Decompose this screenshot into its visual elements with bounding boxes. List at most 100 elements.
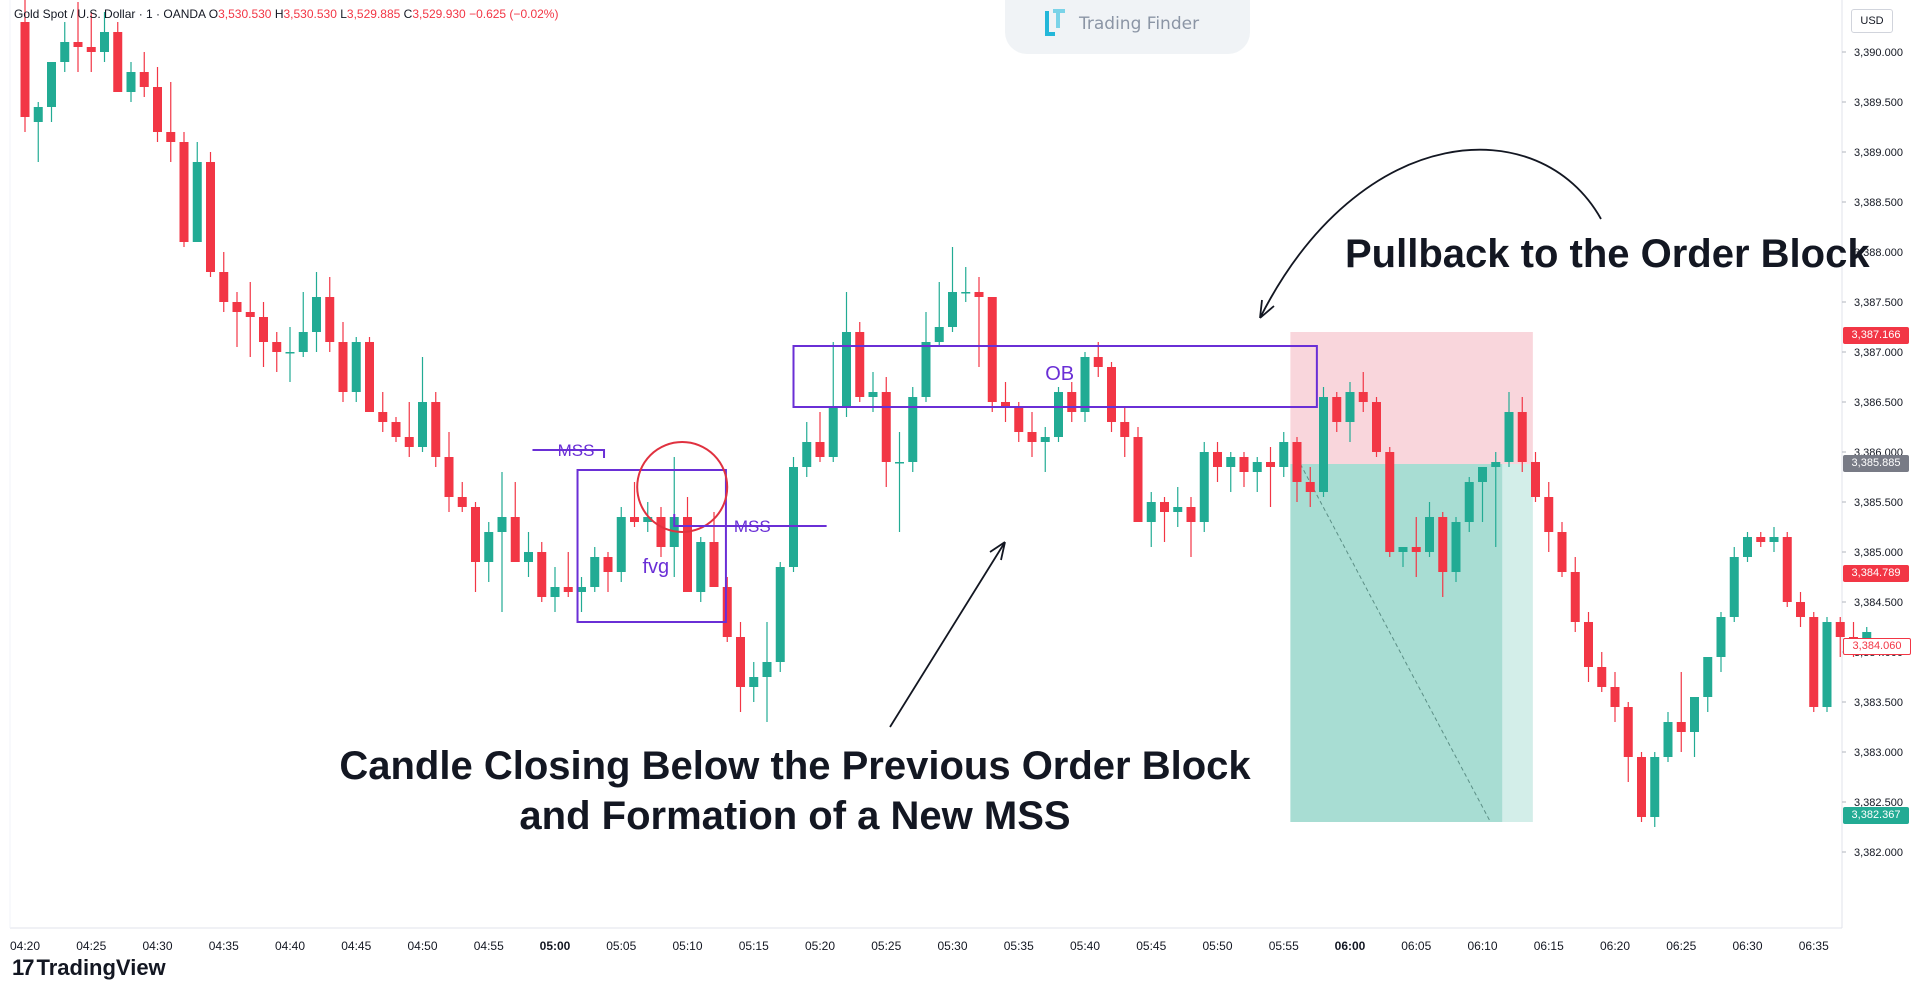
candle (881, 377, 891, 487)
candle (1729, 547, 1739, 622)
candle-body (1186, 507, 1196, 522)
price-tick-label: 3,382.500 (1854, 797, 1903, 809)
candle (762, 622, 772, 722)
price-tick-label: 3,385.000 (1854, 547, 1903, 559)
candle-body (1769, 537, 1779, 542)
candle (948, 247, 957, 332)
candle (1504, 392, 1514, 467)
fvg-box[interactable] (576, 469, 727, 623)
candle (47, 62, 56, 122)
candle (272, 332, 282, 372)
candle (1769, 527, 1779, 552)
candle (1239, 452, 1249, 487)
candle (153, 67, 162, 142)
candle (1690, 697, 1699, 757)
mss-circle (636, 441, 729, 533)
high-value: 3,530.530 (283, 7, 337, 21)
candle-body (842, 332, 851, 407)
candle (1173, 487, 1183, 527)
candle-body (139, 72, 149, 87)
candle (961, 267, 971, 302)
candle-body (895, 462, 904, 464)
candle (1305, 467, 1315, 507)
candle (1637, 752, 1646, 822)
candle (1650, 752, 1660, 827)
candle-body (126, 72, 136, 92)
candle-body (100, 32, 109, 52)
candle-body (1531, 462, 1540, 497)
candle (20, 0, 30, 132)
time-tick-label: 05:30 (937, 939, 967, 953)
candle-body (60, 42, 70, 62)
price-tick-label: 3,388.000 (1854, 247, 1903, 259)
time-tick-label: 05:20 (805, 939, 835, 953)
candle-body (1835, 622, 1845, 637)
candle (1835, 617, 1845, 657)
trading-finder-logo-icon (1045, 9, 1065, 36)
candle-body (828, 407, 838, 457)
candle-body (1279, 442, 1289, 467)
candle-body (1054, 392, 1063, 437)
candle-body (1266, 462, 1275, 467)
currency-button[interactable]: USD (1851, 9, 1893, 33)
trading-finder-watermark: Trading Finder (1005, 0, 1250, 54)
time-tick-label: 06:15 (1534, 939, 1564, 953)
tradingview-logo[interactable]: 17 TradingView (12, 955, 166, 981)
candle-body (908, 397, 918, 462)
candle-close-annotation-line1: Candle Closing Below the Previous Order … (339, 744, 1251, 788)
candle-body (418, 402, 427, 447)
candle-body (365, 342, 374, 412)
candle (325, 277, 335, 352)
candle (1332, 392, 1342, 432)
candle (219, 252, 229, 312)
candle (1292, 437, 1302, 502)
candle (802, 422, 812, 477)
candle-body (285, 352, 295, 354)
price-tick-label: 3,387.000 (1854, 347, 1903, 359)
candle (1663, 712, 1673, 762)
candle (563, 552, 573, 597)
candle-close-annotation: Candle Closing Below the Previous Order … (300, 741, 1290, 841)
close-label: C (403, 7, 413, 21)
candle-body (1292, 442, 1302, 482)
candle-body (312, 297, 321, 332)
time-tick-label: 05:10 (672, 939, 702, 953)
candle-body (1027, 432, 1037, 442)
candle-body (391, 422, 401, 437)
candle-body (683, 517, 692, 592)
candle-body (1398, 547, 1408, 552)
candle-body (1305, 482, 1315, 492)
candle-body (855, 332, 865, 397)
time-tick-label: 05:25 (871, 939, 901, 953)
candle (736, 622, 745, 712)
price-tick-label: 3,390.000 (1854, 47, 1903, 59)
candle (1093, 342, 1103, 377)
time-tick-label: 04:20 (10, 939, 40, 953)
candle (749, 662, 759, 702)
candle-body (1093, 357, 1103, 367)
time-tick-label: 04:50 (407, 939, 437, 953)
take-profit-zone (1290, 464, 1503, 822)
candle (1809, 612, 1819, 712)
candle (1213, 442, 1222, 482)
candle (1054, 387, 1063, 442)
candle (1001, 382, 1010, 422)
price-tick-label: 3,389.000 (1854, 147, 1903, 159)
candle-body (603, 557, 613, 572)
candle (974, 277, 984, 367)
candle (1385, 447, 1395, 557)
candle-body (1716, 617, 1726, 657)
candle-body (1504, 412, 1514, 462)
candle-body (948, 292, 957, 327)
candle (1199, 442, 1209, 532)
candle-body (1358, 392, 1368, 402)
candle-body (325, 297, 335, 342)
candle (1822, 617, 1832, 712)
candle (1584, 612, 1593, 682)
high-label: H (274, 7, 284, 21)
candle-body (974, 292, 984, 297)
candle-body (351, 342, 361, 392)
candle (1266, 447, 1275, 507)
order-block-box[interactable] (792, 345, 1318, 408)
